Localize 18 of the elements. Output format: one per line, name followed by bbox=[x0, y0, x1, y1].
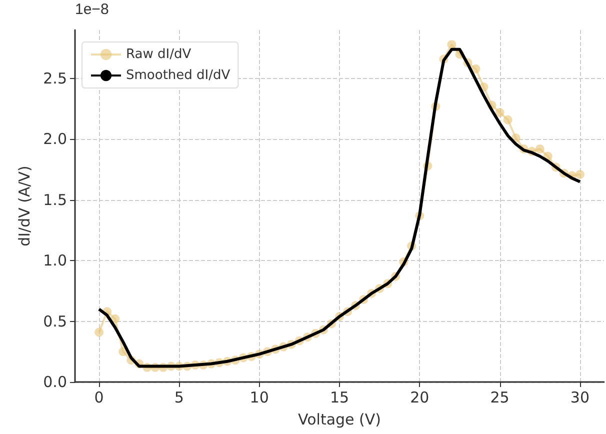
x-tick-label: 15 bbox=[330, 388, 350, 406]
y-tick-label: 0.0 bbox=[43, 373, 67, 391]
x-tick-label: 0 bbox=[94, 388, 104, 406]
y-tick-label: 1.0 bbox=[43, 252, 67, 270]
x-tick-label: 25 bbox=[490, 388, 510, 406]
x-tick-label: 20 bbox=[410, 388, 430, 406]
legend-label: Smoothed dI/dV bbox=[126, 68, 230, 83]
y-axis-title: dI/dV (A/V) bbox=[16, 166, 34, 246]
x-axis-title: Voltage (V) bbox=[298, 410, 381, 428]
x-tick-label: 10 bbox=[250, 388, 269, 406]
x-tick-label: 30 bbox=[570, 388, 590, 406]
text: 1e−8 bbox=[75, 1, 109, 18]
x-tick-label: 5 bbox=[174, 388, 184, 406]
y-tick-label: 2.0 bbox=[43, 130, 67, 148]
legend-label: Raw dI/dV bbox=[126, 47, 192, 62]
y-tick-label: 0.5 bbox=[43, 312, 67, 330]
y-tick-label: 1.5 bbox=[43, 190, 67, 209]
y-tick-label: 2.5 bbox=[43, 70, 67, 88]
